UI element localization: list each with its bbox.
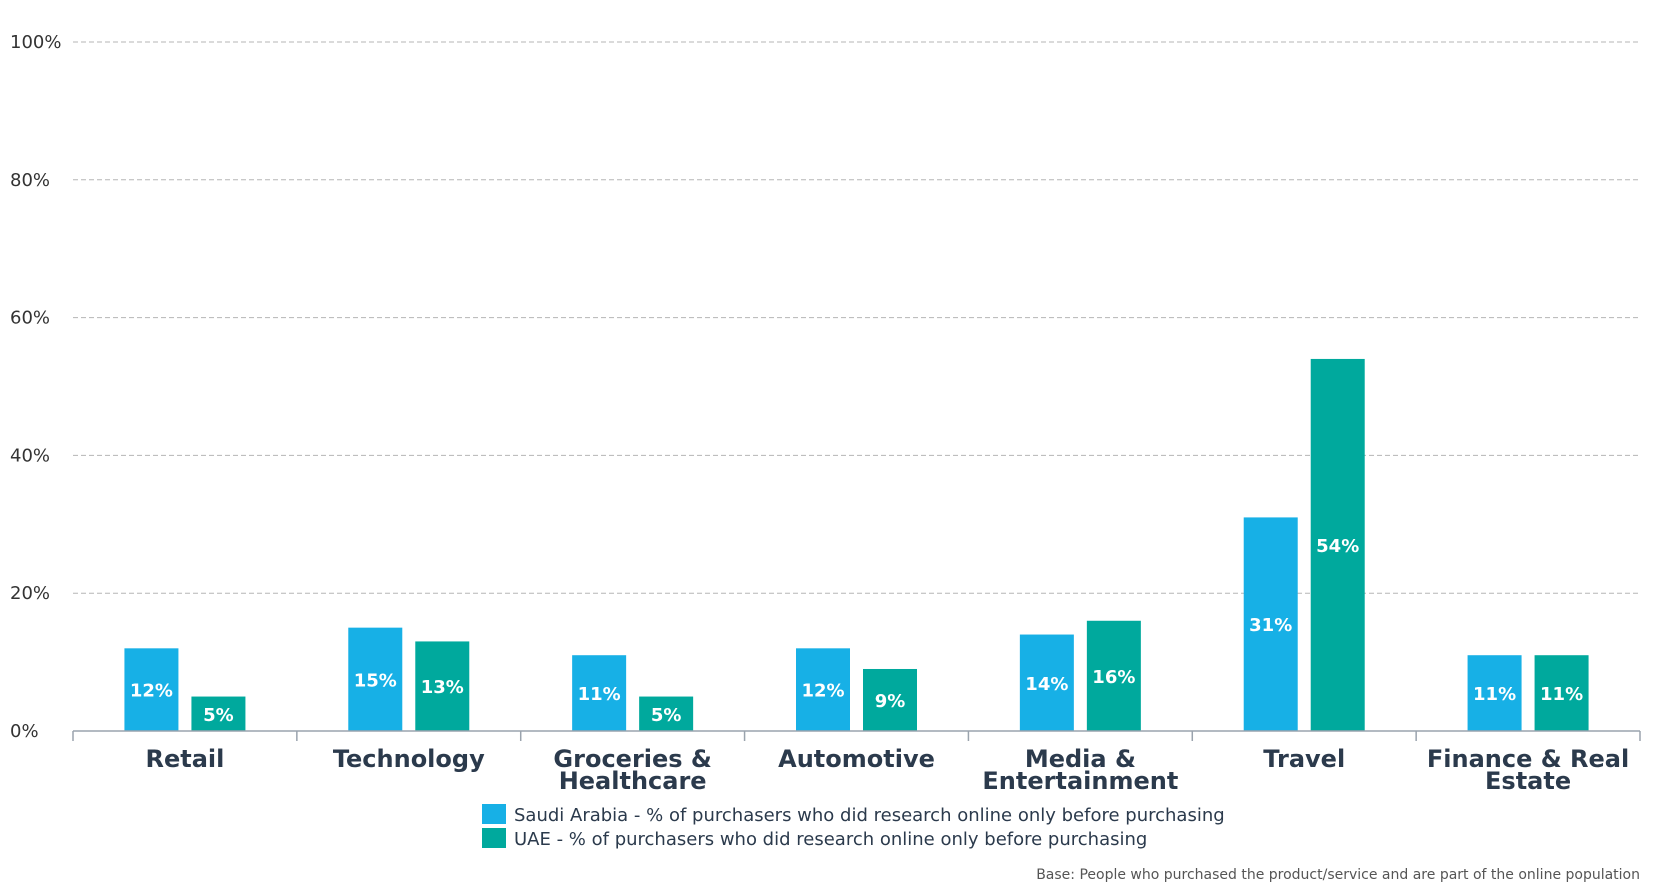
bar	[1310, 358, 1365, 731]
category-label: Media &	[1025, 745, 1136, 773]
category-label: Automotive	[778, 745, 935, 773]
y-tick-label: 60%	[10, 308, 50, 329]
data-label: 12%	[130, 681, 173, 702]
legend-label-uae: UAE - % of purchasers who did research o…	[514, 829, 1147, 850]
category-label: Entertainment	[982, 767, 1178, 795]
legend-label-saudi-arabia: Saudi Arabia - % of purchasers who did r…	[514, 805, 1225, 826]
data-label: 54%	[1316, 536, 1359, 557]
footnote: Base: People who purchased the product/s…	[1036, 867, 1640, 883]
data-label: 5%	[651, 705, 682, 726]
data-label: 13%	[421, 677, 464, 698]
data-label: 11%	[1473, 684, 1516, 705]
data-label: 9%	[875, 691, 906, 712]
category-label: Retail	[145, 745, 224, 773]
category-label: Estate	[1485, 767, 1571, 795]
data-label: 12%	[801, 681, 844, 702]
bar	[1019, 634, 1074, 731]
legend-swatch-uae	[482, 828, 506, 848]
category-label: Groceries &	[553, 745, 711, 773]
bar	[124, 648, 179, 731]
data-label: 11%	[1540, 684, 1583, 705]
data-labels: 12% 5% 15% 13% 11% 5% 12% 9% 14% 16% 31% 54% 11% 11%	[130, 536, 1583, 726]
category-label: Technology	[333, 745, 485, 773]
y-tick-label: 20%	[10, 583, 50, 604]
y-tick-label: 0%	[10, 721, 39, 742]
legend: Saudi Arabia - % of purchasers who did r…	[482, 804, 1225, 850]
bar	[191, 696, 246, 731]
bar	[1467, 655, 1522, 731]
category-label: Finance & Real	[1427, 745, 1629, 773]
category-label: Healthcare	[559, 767, 707, 795]
bar	[639, 696, 694, 731]
data-label: 14%	[1025, 674, 1068, 695]
bar	[572, 655, 627, 731]
data-label: 11%	[578, 684, 621, 705]
bar	[1243, 517, 1298, 731]
data-label: 31%	[1249, 615, 1292, 636]
bar	[863, 668, 917, 731]
bars	[124, 358, 1589, 731]
bar	[415, 641, 470, 731]
data-label: 16%	[1092, 667, 1135, 688]
y-tick-label: 40%	[10, 445, 50, 466]
data-label: 15%	[354, 670, 397, 691]
bar	[1534, 655, 1589, 731]
y-tick-label: 80%	[10, 170, 50, 191]
bar	[796, 648, 850, 731]
x-axis: Retail Technology Groceries &Healthcare Aut…	[72, 730, 1641, 795]
y-axis-ticks: 0% 20% 40% 60% 80% 100%	[10, 32, 61, 742]
data-label: 5%	[203, 705, 234, 726]
gridlines	[73, 41, 1640, 594]
bar	[348, 627, 403, 731]
y-tick-label: 100%	[10, 32, 61, 53]
legend-swatch-saudi-arabia	[482, 804, 506, 824]
category-label: Travel	[1263, 745, 1345, 773]
bar	[1086, 620, 1141, 731]
